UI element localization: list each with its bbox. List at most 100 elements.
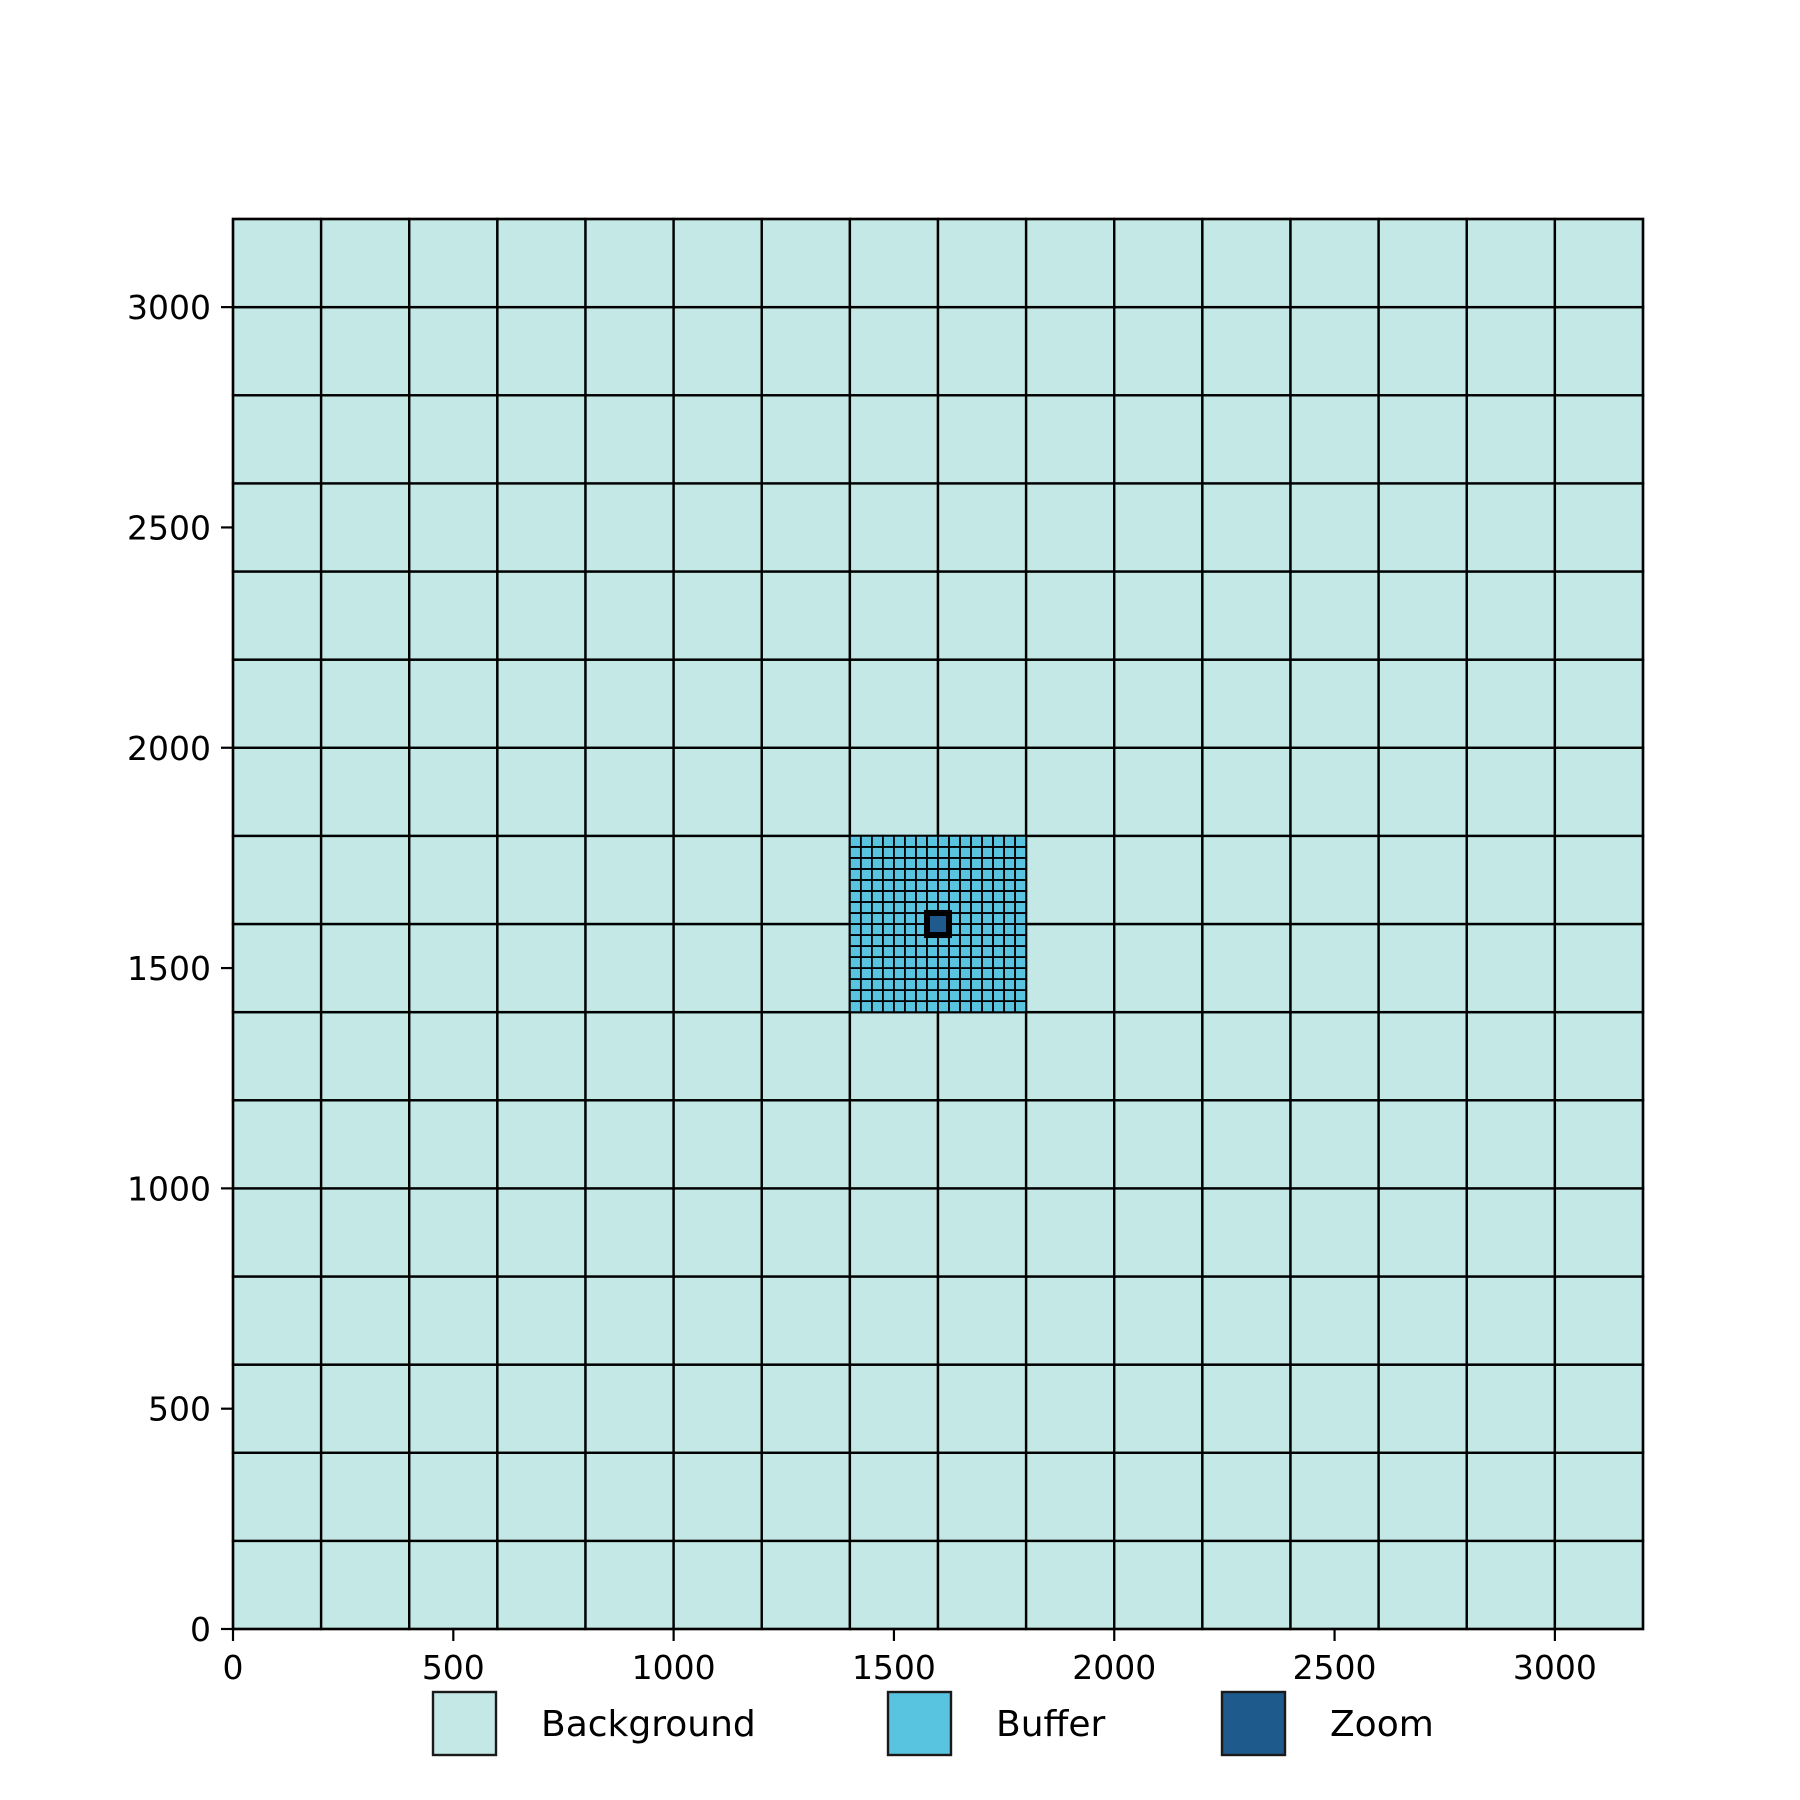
background-cell bbox=[496, 922, 587, 1014]
background-cell bbox=[672, 746, 763, 838]
background-cell bbox=[408, 1363, 499, 1454]
buffer-cell bbox=[992, 912, 1005, 925]
buffer-cell bbox=[948, 945, 961, 958]
background-cell bbox=[1201, 834, 1292, 926]
x-tick-label: 1500 bbox=[852, 1648, 936, 1687]
background-cell bbox=[408, 1010, 499, 1102]
buffer-cell bbox=[848, 967, 862, 980]
background-cell bbox=[496, 1010, 587, 1102]
buffer-cell bbox=[970, 912, 983, 925]
background-cell bbox=[584, 1539, 675, 1631]
buffer-cell bbox=[992, 834, 1005, 848]
background-cell bbox=[1465, 1099, 1557, 1190]
buffer-cell bbox=[848, 890, 862, 903]
buffer-cell bbox=[1003, 989, 1017, 1003]
background-cell bbox=[1201, 922, 1292, 1014]
background-cell bbox=[672, 1187, 763, 1278]
background-cell bbox=[1289, 1363, 1380, 1454]
background-cell bbox=[1024, 1187, 1116, 1278]
buffer-cell bbox=[882, 923, 895, 936]
buffer-cell bbox=[1014, 978, 1028, 991]
background-cell bbox=[1024, 658, 1116, 749]
background-cell bbox=[408, 1275, 499, 1366]
background-cell bbox=[1289, 922, 1380, 1014]
background-cell bbox=[760, 394, 852, 485]
background-cell bbox=[496, 1275, 587, 1366]
buffer-cell bbox=[959, 879, 972, 892]
buffer-cell bbox=[981, 989, 994, 1003]
background-cell bbox=[496, 1451, 587, 1543]
legend-label-background: Background bbox=[541, 1704, 756, 1745]
buffer-cell bbox=[926, 945, 939, 958]
background-cell bbox=[1201, 1539, 1292, 1631]
buffer-cell bbox=[859, 857, 873, 870]
background-cell bbox=[319, 1099, 411, 1190]
buffer-cell bbox=[871, 868, 884, 881]
background-cell bbox=[1289, 746, 1380, 838]
background-cell bbox=[672, 922, 763, 1014]
buffer-cell bbox=[871, 879, 884, 892]
buffer-cell bbox=[893, 1000, 906, 1014]
buffer-cell bbox=[904, 978, 917, 991]
background-cell bbox=[1113, 394, 1204, 485]
background-cell bbox=[1465, 1451, 1557, 1543]
buffer-cell bbox=[959, 912, 972, 925]
buffer-cell bbox=[859, 901, 873, 914]
buffer-cell bbox=[871, 967, 884, 980]
buffer-cell bbox=[893, 923, 906, 936]
buffer-cell bbox=[882, 934, 895, 947]
background-cell bbox=[936, 217, 1028, 309]
buffer-cell bbox=[904, 989, 917, 1003]
buffer-cell bbox=[926, 857, 939, 870]
buffer-cell bbox=[992, 967, 1005, 980]
background-cell bbox=[760, 1010, 852, 1102]
buffer-cell bbox=[859, 989, 873, 1003]
background-cell bbox=[319, 394, 411, 485]
background-cell bbox=[1024, 1275, 1116, 1366]
background-cell bbox=[584, 1363, 675, 1454]
buffer-cell bbox=[848, 857, 862, 870]
x-tick-label: 0 bbox=[223, 1648, 244, 1687]
background-cell bbox=[1377, 1187, 1468, 1278]
background-cell bbox=[319, 570, 411, 661]
buffer-cell bbox=[915, 978, 928, 991]
buffer-cell bbox=[904, 967, 917, 980]
background-cell bbox=[1024, 1010, 1116, 1102]
buffer-cell bbox=[926, 967, 939, 980]
background-cell bbox=[319, 1275, 411, 1366]
background-cell bbox=[1289, 570, 1380, 661]
background-cell bbox=[1289, 1010, 1380, 1102]
buffer-cell bbox=[1003, 934, 1017, 947]
buffer-cell bbox=[871, 989, 884, 1003]
buffer-cell bbox=[959, 945, 972, 958]
buffer-cell bbox=[871, 978, 884, 991]
buffer-cell bbox=[992, 845, 1005, 859]
background-cell bbox=[1289, 834, 1380, 926]
background-cell bbox=[319, 746, 411, 838]
legend-swatch-buffer bbox=[886, 1690, 953, 1757]
background-cell bbox=[848, 658, 940, 749]
background-cell bbox=[319, 658, 411, 749]
buffer-cell bbox=[948, 1000, 961, 1014]
background-cell bbox=[1465, 217, 1557, 309]
background-cell bbox=[760, 746, 852, 838]
background-cell bbox=[584, 1099, 675, 1190]
background-cell bbox=[584, 394, 675, 485]
background-cell bbox=[1377, 394, 1468, 485]
background-cell bbox=[1377, 922, 1468, 1014]
background-cell bbox=[231, 1010, 323, 1102]
background-cell bbox=[1289, 482, 1380, 573]
buffer-cell bbox=[1014, 879, 1028, 892]
background-cell bbox=[1377, 1275, 1468, 1366]
buffer-cell bbox=[893, 845, 906, 859]
background-cell bbox=[1201, 1451, 1292, 1543]
background-cell bbox=[1553, 1010, 1645, 1102]
background-cell bbox=[319, 834, 411, 926]
buffer-cell bbox=[882, 890, 895, 903]
background-cell bbox=[1377, 570, 1468, 661]
background-cell bbox=[408, 1539, 499, 1631]
background-cell bbox=[760, 834, 852, 926]
buffer-cell bbox=[882, 912, 895, 925]
buffer-cell bbox=[893, 967, 906, 980]
buffer-cell bbox=[904, 857, 917, 870]
